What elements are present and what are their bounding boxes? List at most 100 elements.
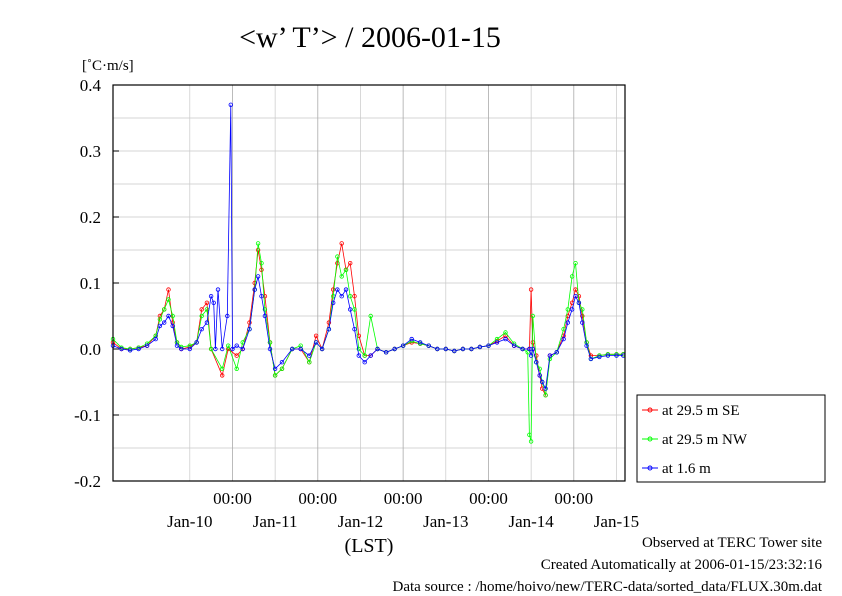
data-point [565, 320, 570, 325]
data-point [170, 323, 175, 329]
data-point [614, 353, 619, 358]
data-point [573, 287, 578, 292]
x-axis-label: (LST) [345, 535, 394, 557]
data-point [580, 307, 585, 312]
x-tick-label-midnight: 00:00 [469, 489, 508, 508]
data-point [174, 343, 180, 348]
data-point [272, 373, 278, 378]
data-point [234, 353, 239, 358]
data-point [477, 344, 483, 350]
data-point [452, 348, 457, 354]
data-point [426, 343, 431, 348]
series-line [112, 243, 624, 442]
data-point [255, 241, 261, 246]
data-point [290, 346, 295, 352]
data-point [584, 343, 589, 348]
data-point [211, 300, 216, 305]
data-point [136, 346, 141, 352]
data-point [199, 307, 204, 312]
legend: at 29.5 m SE at 29.5 m NW at 1.6 m [636, 394, 826, 483]
legend-box [636, 394, 826, 483]
data-point [418, 341, 423, 346]
data-point [267, 340, 273, 345]
data-point [234, 366, 239, 371]
data-point [153, 336, 158, 342]
data-point [554, 350, 559, 355]
data-point [614, 352, 619, 357]
data-point [569, 274, 575, 279]
x-tick-label-midnight: 00:00 [213, 489, 252, 508]
data-point [247, 327, 252, 332]
data-point [187, 346, 192, 352]
x-tick-label-date: Jan-12 [338, 512, 383, 531]
data-point [494, 340, 500, 345]
data-point [213, 346, 218, 352]
data-point [576, 300, 582, 305]
data-point [503, 330, 508, 335]
data-point [383, 350, 389, 355]
data-point [525, 350, 530, 355]
data-point [307, 360, 312, 365]
x-tick-label-date: Jan-15 [594, 512, 639, 531]
data-point [319, 346, 325, 352]
data-point [199, 327, 204, 332]
data-point [127, 348, 133, 353]
data-point [356, 353, 361, 358]
series-3 [110, 102, 626, 391]
data-point [119, 346, 124, 352]
data-point [573, 294, 578, 299]
data-point [352, 327, 357, 332]
data-point [543, 393, 548, 398]
x-tick-label-midnight: 00:00 [384, 489, 423, 508]
data-point [469, 346, 474, 352]
y-tick-labels: 0.4 0.3 0.2 0.1 0.0 -0.1 -0.2 [74, 76, 119, 491]
data-point [528, 439, 534, 444]
data-point [543, 386, 548, 391]
data-point [530, 346, 535, 352]
grid [113, 85, 625, 481]
data-point [204, 300, 210, 305]
y-axis-label: [˚C·m/s] [82, 58, 134, 74]
data-point [573, 261, 578, 266]
series-line [112, 104, 624, 390]
data-point [219, 346, 225, 352]
data-point [503, 336, 508, 342]
x-tick-label-date: Jan-10 [167, 512, 212, 531]
data-point [443, 346, 448, 352]
data-point [343, 287, 349, 292]
data-point [547, 353, 553, 358]
y-tick-label: 0.3 [80, 142, 101, 161]
data-point [170, 313, 175, 319]
data-point [298, 346, 303, 352]
data-point [127, 346, 133, 352]
x-tick-label-date: Jan-13 [423, 512, 468, 531]
data-point [157, 323, 163, 329]
data-point [331, 287, 336, 292]
data-point [540, 379, 545, 385]
data-point [228, 102, 233, 107]
x-tick-label-date: Jan-14 [508, 512, 554, 531]
legend-marker [647, 436, 653, 442]
data-point [179, 346, 184, 352]
data-point [307, 353, 312, 358]
data-point [208, 346, 214, 352]
data-point [352, 307, 357, 312]
data-point [561, 336, 566, 342]
footer-site: Observed at TERC Tower site [641, 535, 822, 551]
data-point [219, 366, 225, 371]
data-point [166, 287, 171, 292]
legend-label: at 29.5 m SE [662, 403, 740, 419]
data-point [368, 313, 373, 319]
data-point [605, 352, 611, 357]
data-point [418, 340, 423, 345]
data-point [335, 287, 340, 292]
data-point [267, 346, 273, 352]
data-point [528, 287, 534, 292]
data-point [279, 366, 285, 371]
legend-label: at 1.6 m [662, 461, 711, 477]
data-point [240, 340, 245, 345]
data-point [569, 307, 575, 312]
data-point [230, 346, 235, 352]
data-point [166, 297, 171, 302]
